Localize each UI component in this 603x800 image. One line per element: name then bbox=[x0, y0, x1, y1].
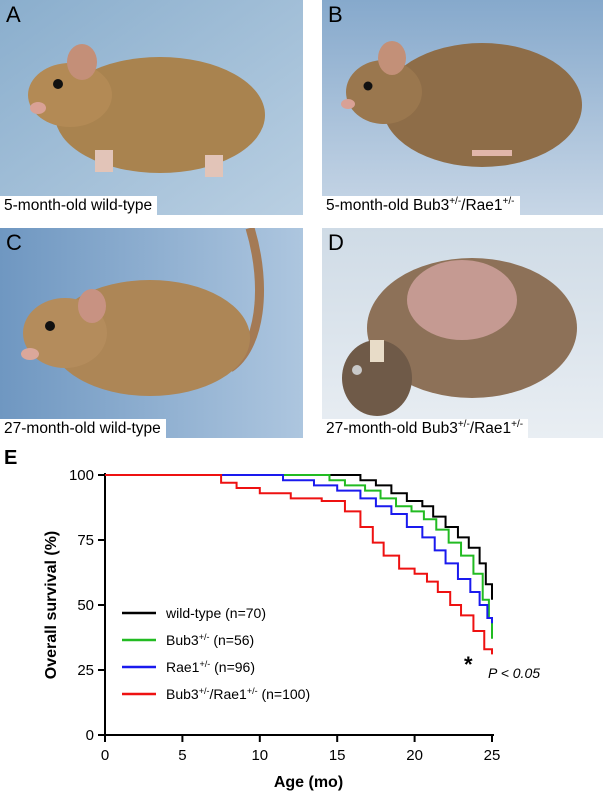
y-tick-label: 75 bbox=[77, 532, 94, 549]
legend-label-2: Bub3+/- (n=56) bbox=[166, 632, 254, 648]
mouse-photo-wildtype-old bbox=[0, 228, 303, 438]
photo-caption-a: 5-month-old wild-type bbox=[0, 196, 158, 215]
series-line-3 bbox=[105, 474, 493, 624]
y-tick-label: 0 bbox=[86, 727, 94, 744]
p-value-text: P < 0.05 bbox=[488, 665, 540, 681]
survival-chart: 0 5 10 15 20 25 0 25 50 75 100 Age (mo) Overall surv… bbox=[43, 467, 540, 791]
photo-caption-b: 5-month-old Bub3+/-/Rae1+/- bbox=[322, 196, 520, 215]
legend-label-4: Bub3+/-/Rae1+/- (n=100) bbox=[166, 686, 310, 702]
legend-label-1: wild-type (n=70) bbox=[165, 605, 266, 621]
panel-letter-d: D bbox=[328, 230, 344, 255]
mouse-photo-wildtype-young bbox=[0, 0, 303, 215]
mouse-photo-mutant-old bbox=[322, 228, 603, 438]
chart-axes: 0 5 10 15 20 25 0 25 50 75 100 Age (mo) Overall surv… bbox=[43, 467, 500, 791]
x-tick-label: 10 bbox=[251, 747, 268, 764]
photo-caption-d: 27-month-old Bub3+/-/Rae1+/- bbox=[322, 419, 529, 438]
photo-panel-a: A 5-month-old wild-type bbox=[0, 0, 303, 215]
panel-letter-b: B bbox=[328, 2, 343, 27]
x-tick-label: 20 bbox=[406, 747, 423, 764]
chart-series bbox=[105, 474, 493, 655]
x-tick-label: 0 bbox=[101, 747, 109, 764]
series-line-1 bbox=[105, 474, 493, 600]
panel-letter-a: A bbox=[6, 2, 21, 27]
y-tick-label: 50 bbox=[77, 597, 94, 614]
y-axis-title: Overall survival (%) bbox=[43, 531, 60, 680]
y-tick-label: 25 bbox=[77, 662, 94, 679]
chart-annotation: * P < 0.05 bbox=[464, 652, 540, 681]
x-tick-label: 5 bbox=[178, 747, 186, 764]
y-tick-label: 100 bbox=[69, 467, 94, 484]
series-line-2 bbox=[105, 474, 493, 639]
photo-panel-b: B 5-month-old Bub3+/-/Rae1+/- bbox=[322, 0, 603, 215]
panel-letter-c: C bbox=[6, 230, 22, 255]
x-tick-label: 25 bbox=[484, 747, 501, 764]
significance-star: * bbox=[464, 652, 473, 677]
legend-label-3: Rae1+/- (n=96) bbox=[166, 659, 255, 675]
panel-letter-e: E bbox=[4, 447, 18, 469]
mouse-photo-mutant-young bbox=[322, 0, 603, 215]
photo-caption-c: 27-month-old wild-type bbox=[0, 419, 166, 438]
x-axis-title: Age (mo) bbox=[274, 774, 343, 791]
series-line-4 bbox=[105, 474, 493, 655]
x-tick-label: 15 bbox=[329, 747, 346, 764]
photo-panel-d: D 27-month-old Bub3+/-/Rae1+/- bbox=[322, 228, 603, 438]
photo-panel-c: C 27-month-old wild-type bbox=[0, 228, 303, 438]
chart-legend: wild-type (n=70) Bub3+/- (n=56) Rae1+/- (n… bbox=[122, 605, 310, 702]
